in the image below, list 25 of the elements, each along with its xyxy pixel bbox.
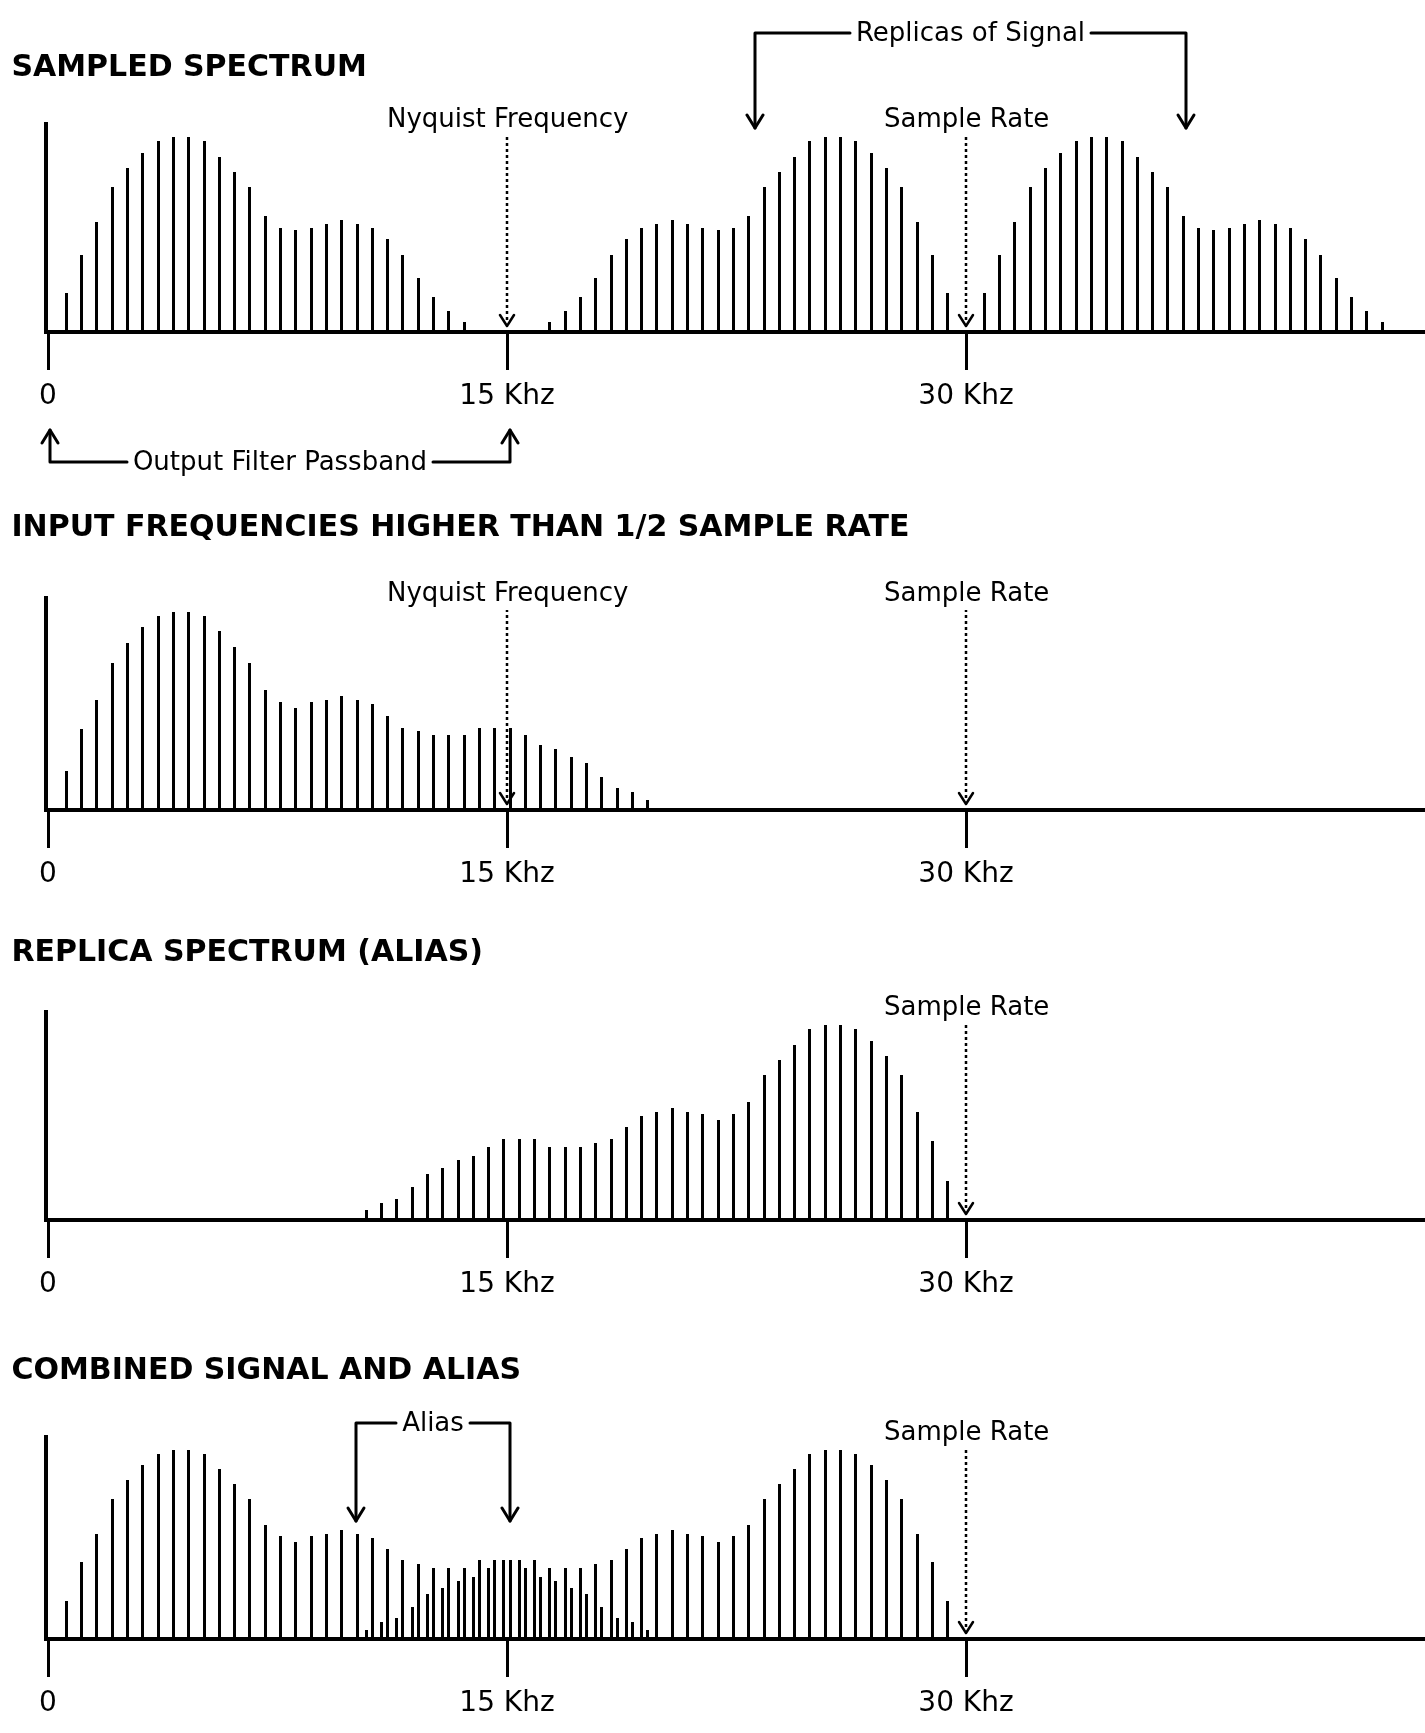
- x-tick-label: 30 Khz: [918, 855, 1014, 889]
- text: Output Filter Passband: [131, 446, 429, 478]
- chart-title: INPUT FREQUENCIES HIGHER THAN 1/2 SAMPLE RATE: [11, 508, 910, 543]
- x-tick-label: 15 Khz: [459, 855, 555, 889]
- x-tick-label: 15 Khz: [459, 1265, 555, 1299]
- ref-line-label: Sample Rate: [884, 577, 1050, 607]
- ref-line-label: Sample Rate: [884, 103, 1050, 133]
- x-tick-label: 15 Khz: [459, 377, 555, 411]
- chart-title: COMBINED SIGNAL AND ALIAS: [11, 1351, 522, 1386]
- x-tick-label: 0: [39, 855, 57, 889]
- x-tick-label: 0: [39, 377, 57, 411]
- x-tick-label: 30 Khz: [918, 377, 1014, 411]
- ref-line-label: Nyquist Frequency: [387, 103, 629, 133]
- text: Replicas of Signal: [854, 17, 1087, 49]
- x-tick-label: 0: [39, 1265, 57, 1299]
- ref-line-label: Sample Rate: [884, 991, 1050, 1021]
- x-tick-label: 30 Khz: [918, 1684, 1014, 1718]
- ref-line-label: Sample Rate: [884, 1416, 1050, 1446]
- x-tick-label: 15 Khz: [459, 1684, 555, 1718]
- text: Alias: [401, 1407, 465, 1439]
- chart-title: REPLICA SPECTRUM (ALIAS): [11, 933, 484, 968]
- chart-title: SAMPLED SPECTRUM: [11, 48, 367, 83]
- x-tick-label: 30 Khz: [918, 1265, 1014, 1299]
- ref-line-label: Nyquist Frequency: [387, 577, 629, 607]
- x-tick-label: 0: [39, 1684, 57, 1718]
